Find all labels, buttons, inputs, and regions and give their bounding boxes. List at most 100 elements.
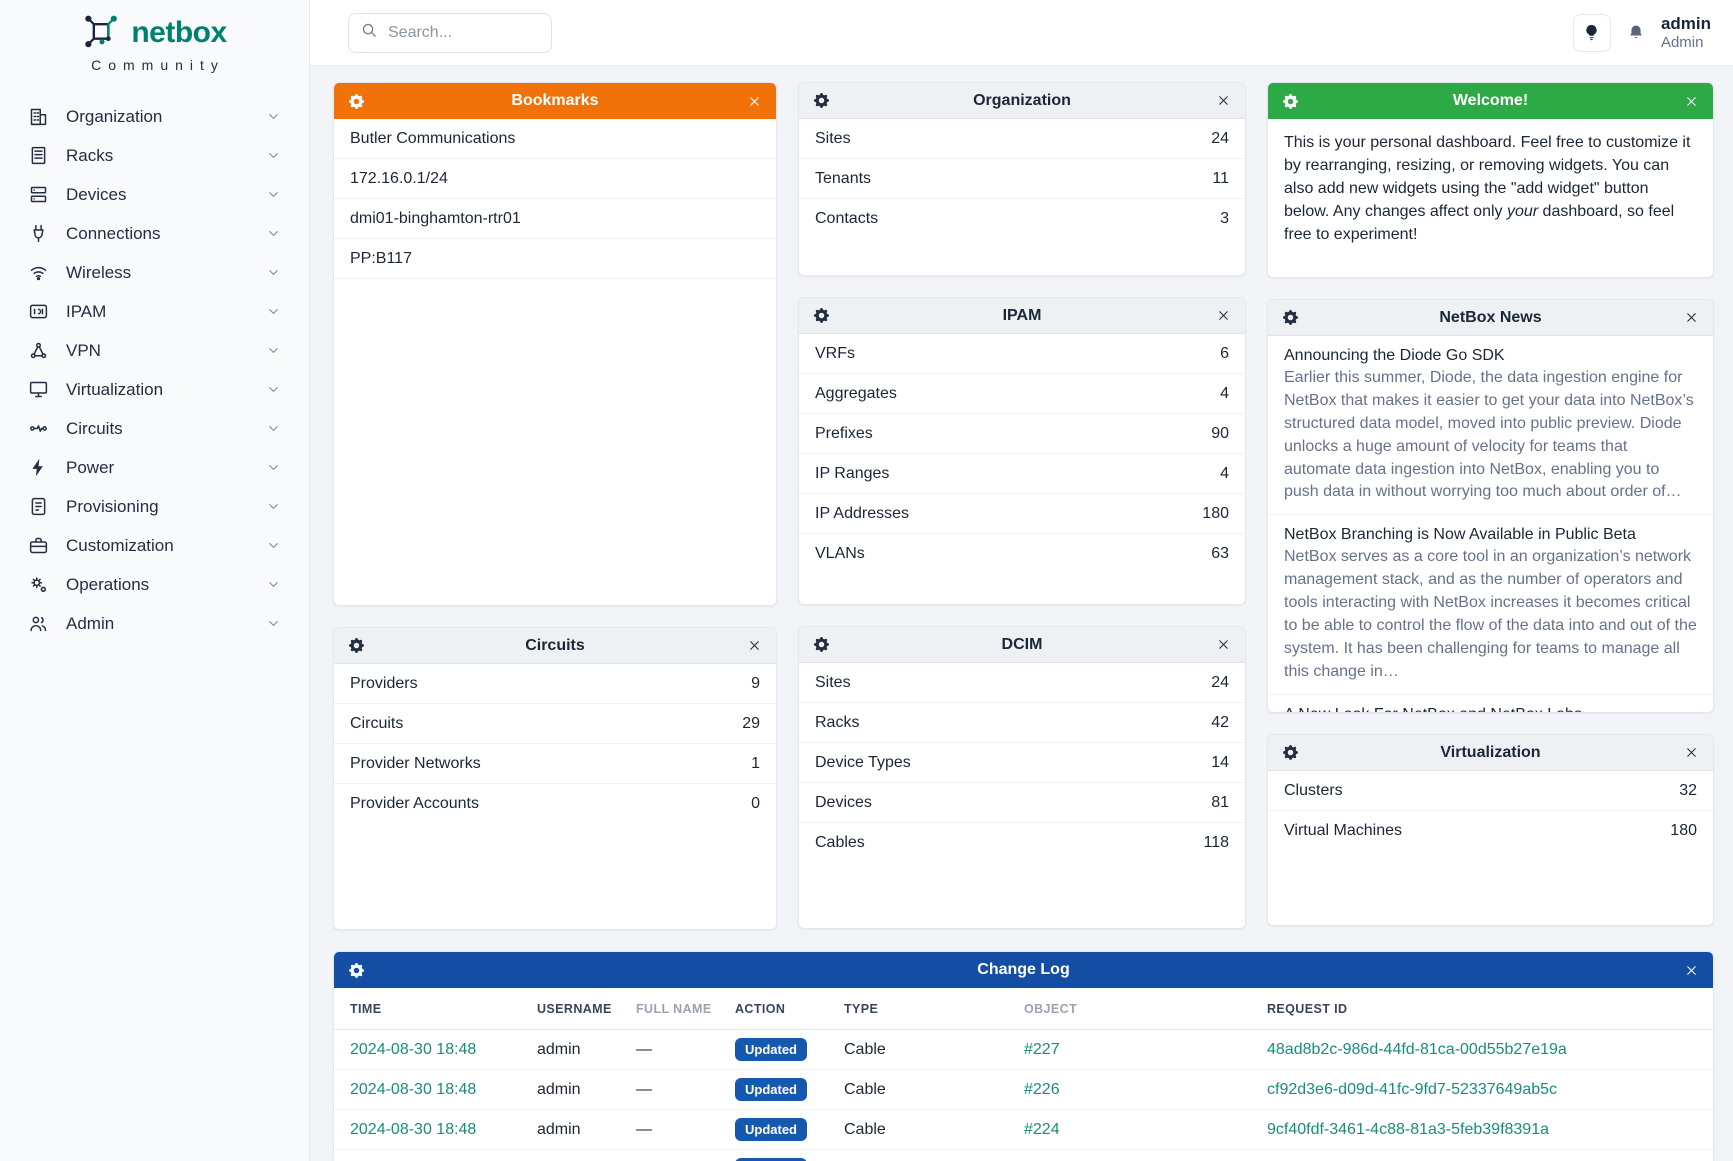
stat-label-link[interactable]: Virtual Machines (1284, 822, 1402, 839)
changelog-time-link[interactable]: 2024-08-30 18:48 (350, 1080, 477, 1098)
sidebar-item-power[interactable]: Power (20, 448, 289, 487)
bookmark-link[interactable]: PP:B117 (334, 239, 776, 279)
stat-label-link[interactable]: Cables (815, 834, 865, 851)
sidebar-item-customization[interactable]: Customization (20, 526, 289, 565)
sidebar-item-vpn[interactable]: VPN (20, 331, 289, 370)
stat-label-link[interactable]: IP Addresses (815, 504, 909, 522)
sidebar-item-connections[interactable]: Connections (20, 214, 289, 253)
user-menu[interactable]: admin Admin (1661, 13, 1711, 53)
changelog-time-link[interactable]: 2024-08-30 18:48 (350, 1120, 477, 1138)
sidebar-item-label: Provisioning (66, 496, 159, 516)
widget-config-button[interactable] (808, 632, 834, 658)
widget-close-button[interactable] (1678, 305, 1704, 331)
brand-name[interactable]: netbox (131, 16, 227, 49)
stat-label-link[interactable]: Devices (815, 793, 872, 811)
changelog-object-link[interactable]: #226 (1024, 1080, 1060, 1098)
changelog-header-row: TIME USERNAME FULL NAME ACTION TYPE OBJECT REQ… (334, 988, 1713, 1030)
changelog-column-header: OBJECT (1024, 1001, 1078, 1016)
stat-label-link[interactable]: Provider Networks (350, 754, 481, 772)
sidebar-item-devices[interactable]: Devices (20, 175, 289, 214)
widget-close-button[interactable] (741, 88, 767, 114)
close-icon (1216, 308, 1231, 323)
stat-label-link[interactable]: Providers (350, 674, 418, 692)
widget-ipam: IPAM VRFs 6 Aggregates 4 Prefixes 90 IP Ranges… (798, 297, 1246, 605)
changelog-object-link[interactable]: #227 (1024, 1040, 1060, 1058)
search-input[interactable] (388, 23, 539, 42)
stat-label-link[interactable]: IP Ranges (815, 464, 890, 482)
bookmark-link[interactable]: dmi01-binghamton-rtr01 (334, 199, 776, 239)
widget-close-button[interactable] (1678, 740, 1704, 766)
stat-label-link[interactable]: Tenants (815, 169, 872, 187)
widget-config-button[interactable] (1277, 88, 1303, 114)
building-icon (28, 106, 49, 127)
stat-label-link[interactable]: Contacts (815, 210, 879, 227)
stat-label-link[interactable]: Racks (815, 713, 860, 731)
widget-close-button[interactable] (1210, 632, 1236, 658)
sidebar-item-wireless[interactable]: Wireless (20, 253, 289, 292)
sidebar-item-provisioning[interactable]: Provisioning (20, 487, 289, 526)
news-headline-link[interactable]: Announcing the Diode Go SDK (1284, 347, 1505, 364)
sidebar-item-label: Circuits (66, 418, 123, 438)
widget-config-button[interactable] (1277, 305, 1303, 331)
stat-label-link[interactable]: Sites (815, 129, 851, 147)
bookmark-link[interactable]: 172.16.0.1/24 (334, 159, 776, 199)
changelog-object-link[interactable]: #224 (1024, 1120, 1060, 1138)
sidebar-item-racks[interactable]: Racks (20, 136, 289, 175)
widget-bookmarks-header: Bookmarks (334, 83, 776, 119)
theme-toggle-button[interactable] (1572, 13, 1611, 52)
sidebar-item-ipam[interactable]: IPAM (20, 292, 289, 331)
changelog-request-id-link[interactable]: 9cf40fdf-3461-4c88-81a3-5feb39f8391a (1267, 1120, 1549, 1138)
chevron-down-icon (266, 499, 281, 514)
widget-close-button[interactable] (741, 633, 767, 659)
notifications-button[interactable] (1626, 23, 1646, 43)
stat-value: 180 (1670, 822, 1697, 839)
changelog-request-id-link[interactable]: 48ad8b2c-986d-44fd-81ca-00d55b27e19a (1267, 1040, 1567, 1058)
widget-close-button[interactable] (1210, 88, 1236, 114)
stat-label-link[interactable]: Sites (815, 673, 851, 691)
changelog-request-id-link[interactable]: cf92d3e6-d09d-41fc-9fd7-52337649ab5c (1267, 1080, 1558, 1098)
news-body: NetBox serves as a core tool in an organ… (1284, 548, 1697, 680)
stat-label-link[interactable]: Device Types (815, 753, 911, 771)
widget-config-button[interactable] (343, 633, 369, 659)
chevron-down-icon (266, 460, 281, 475)
widget-close-button[interactable] (1210, 303, 1236, 329)
widget-welcome-header: Welcome! (1268, 83, 1713, 119)
news-headline-link[interactable]: NetBox Branching is Now Available in Pub… (1284, 526, 1636, 544)
widget-close-button[interactable] (1678, 957, 1704, 983)
sidebar-item-operations[interactable]: Operations (20, 565, 289, 604)
stat-label-link[interactable]: Circuits (350, 714, 404, 732)
chevron-down-icon (266, 304, 281, 319)
sidebar-item-organization[interactable]: Organization (20, 97, 289, 136)
stat-row: Sites 24 (799, 119, 1245, 159)
changelog-row: 2024-08-30 18:48 admin — Updated Cable #224 9c… (334, 1110, 1713, 1150)
changelog-rows: 2024-08-30 18:48 admin — Updated Cable #227 48… (334, 1030, 1713, 1161)
changelog-username: admin (537, 1080, 581, 1098)
bookmark-link[interactable]: Butler Communications (334, 119, 776, 159)
widget-config-button[interactable] (343, 957, 369, 983)
widget-close-button[interactable] (1678, 88, 1704, 114)
stat-label-link[interactable]: Prefixes (815, 424, 873, 442)
stat-label-link[interactable]: Provider Accounts (350, 795, 479, 812)
widget-changelog-header: Change Log (334, 952, 1713, 988)
stat-label-link[interactable]: Clusters (1284, 781, 1343, 799)
changelog-time-link[interactable]: 2024-08-30 18:48 (350, 1040, 477, 1058)
sidebar-item-circuits[interactable]: Circuits (20, 409, 289, 448)
news-headline-link[interactable]: A New Look For NetBox and NetBox Labs (1284, 706, 1697, 713)
stat-row: Prefixes 90 (799, 414, 1245, 454)
sidebar-item-virtualization[interactable]: Virtualization (20, 370, 289, 409)
widget-config-button[interactable] (343, 88, 369, 114)
widget-config-button[interactable] (1277, 740, 1303, 766)
widget-dcim: DCIM Sites 24 Racks 42 Device Types 14 Devices… (798, 626, 1246, 929)
file-icon (28, 496, 49, 517)
widget-config-button[interactable] (808, 88, 834, 114)
chevron-down-icon (266, 265, 281, 280)
sidebar-item-admin[interactable]: Admin (20, 604, 289, 643)
bell-icon (1626, 23, 1646, 43)
changelog-fullname: — (636, 1120, 652, 1138)
widget-config-button[interactable] (808, 303, 834, 329)
stat-label-link[interactable]: VLANs (815, 545, 865, 562)
widget-title: DCIM (1001, 635, 1043, 653)
sidebar-item-label: Customization (66, 535, 174, 555)
stat-label-link[interactable]: Aggregates (815, 384, 897, 402)
stat-label-link[interactable]: VRFs (815, 344, 855, 362)
